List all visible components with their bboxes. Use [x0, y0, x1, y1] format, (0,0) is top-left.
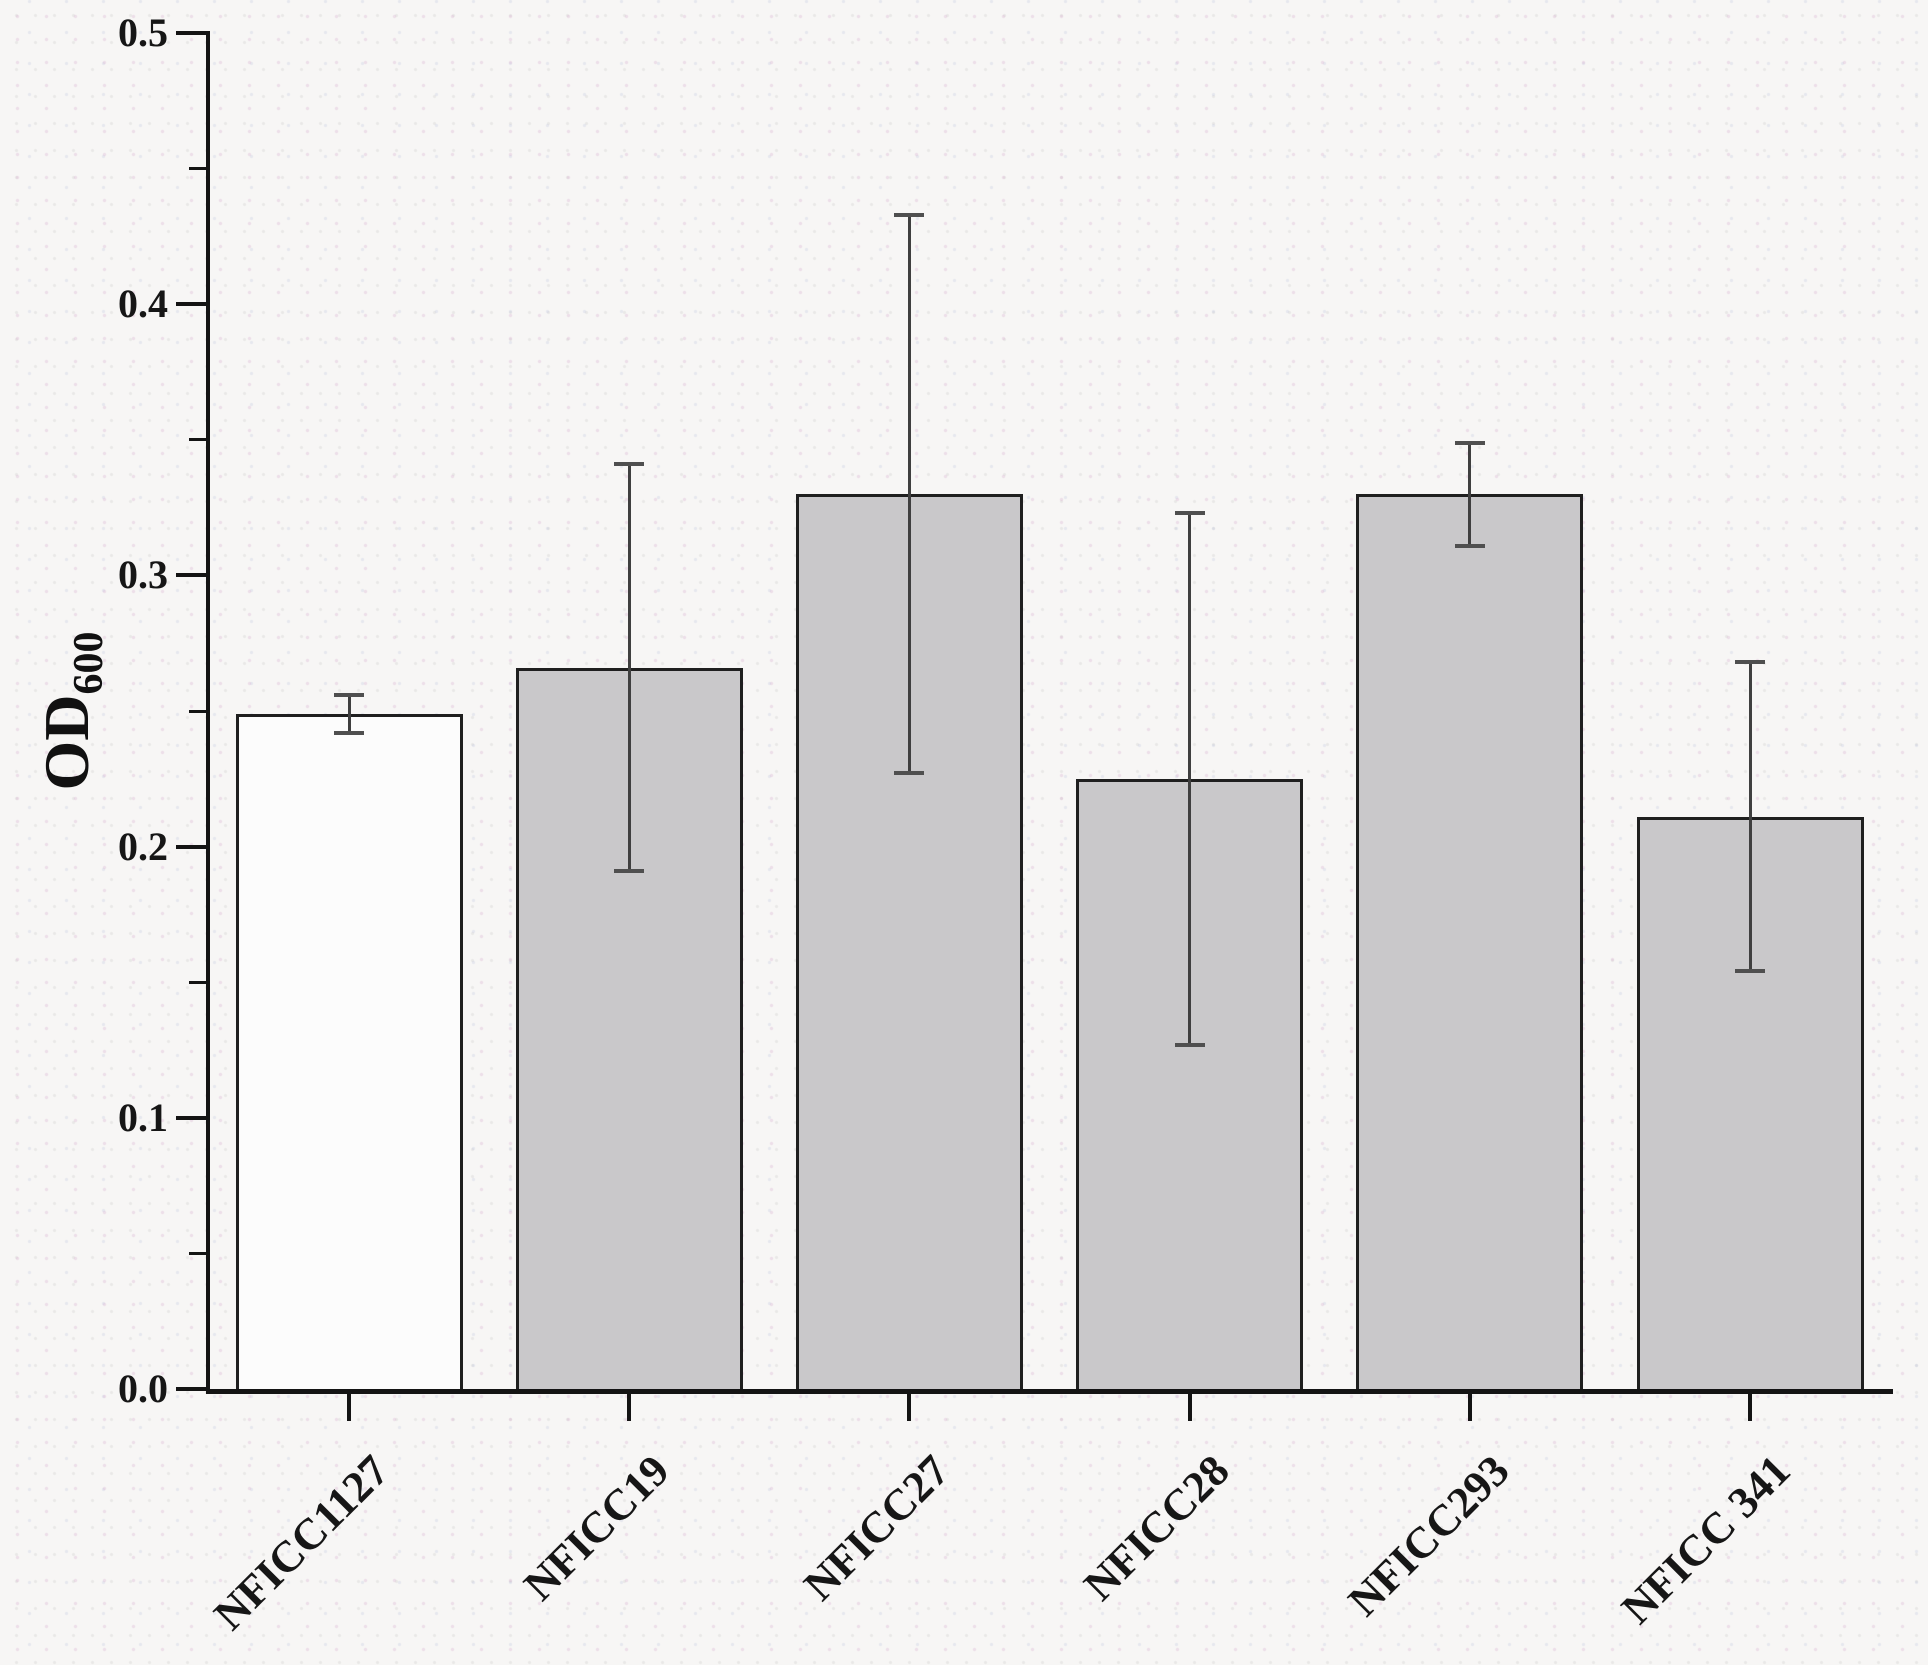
y-major-tick [176, 844, 206, 849]
y-minor-tick [189, 709, 206, 713]
x-tick-label-nficc1127: NFICC1127 [204, 1445, 399, 1640]
error-bar-top-cap [614, 462, 645, 467]
y-tick-label-0.3: 0.3 [118, 552, 168, 598]
x-tick-label-nficc19: NFICC19 [514, 1445, 679, 1610]
x-tick-nficc1127 [347, 1394, 351, 1421]
bar-nficc293 [1356, 494, 1584, 1392]
error-bar-bottom-cap [894, 771, 925, 776]
y-major-tick [176, 1387, 206, 1391]
y-tick-label-0.0: 0.0 [118, 1366, 168, 1411]
y-axis-line [206, 31, 210, 1394]
bar-nficc1127 [235, 713, 463, 1392]
x-tick-nficc-341 [1748, 1394, 1752, 1421]
error-bar-nficc19 [627, 464, 631, 871]
x-tick-label-nficc-341: NFICC 341 [1611, 1445, 1800, 1634]
error-bar-top-cap [894, 212, 925, 217]
y-tick-label-0.2: 0.2 [118, 823, 168, 869]
error-bar-nficc27 [907, 214, 911, 774]
x-tick-label-nficc293: NFICC293 [1339, 1445, 1520, 1626]
error-bar-nficc293 [1468, 442, 1472, 546]
y-minor-tick [189, 980, 206, 984]
y-tick-label-0.1: 0.1 [118, 1094, 168, 1140]
y-minor-tick [189, 1251, 206, 1255]
x-tick-label-nficc28: NFICC28 [1074, 1445, 1239, 1610]
error-bar-top-cap [1735, 660, 1765, 665]
y-tick-label-0.5: 0.5 [118, 10, 168, 55]
y-major-tick [176, 573, 206, 578]
x-tick-nficc28 [1187, 1394, 1192, 1421]
y-major-tick [176, 302, 206, 307]
error-bar-nficc1127 [347, 694, 351, 733]
error-bar-bottom-cap [1174, 1042, 1205, 1047]
y-major-tick [176, 1115, 206, 1120]
x-tick-nficc19 [627, 1394, 632, 1421]
y-axis-title-subscript: 600 [65, 631, 112, 695]
y-minor-tick [189, 438, 206, 442]
error-bar-bottom-cap [1454, 543, 1485, 548]
x-tick-label-nficc27: NFICC27 [794, 1445, 959, 1610]
x-axis-line [206, 1389, 1893, 1394]
error-bar-top-cap [1174, 511, 1205, 516]
y-axis-title-text: OD [31, 694, 102, 791]
bar-nficc-341 [1636, 816, 1864, 1392]
error-bar-nficc-341 [1748, 662, 1752, 972]
error-bar-top-cap [334, 692, 364, 697]
y-minor-tick [189, 167, 206, 171]
error-bar-nficc28 [1188, 513, 1192, 1045]
y-axis-title: OD600 [30, 632, 112, 791]
x-tick-nficc293 [1467, 1394, 1472, 1421]
y-tick-label-0.4: 0.4 [118, 281, 168, 327]
error-bar-bottom-cap [614, 869, 645, 873]
error-bar-top-cap [1454, 440, 1485, 445]
y-major-tick [176, 31, 206, 35]
x-tick-nficc27 [907, 1394, 912, 1421]
error-bar-bottom-cap [334, 730, 364, 735]
error-bar-bottom-cap [1735, 969, 1765, 974]
